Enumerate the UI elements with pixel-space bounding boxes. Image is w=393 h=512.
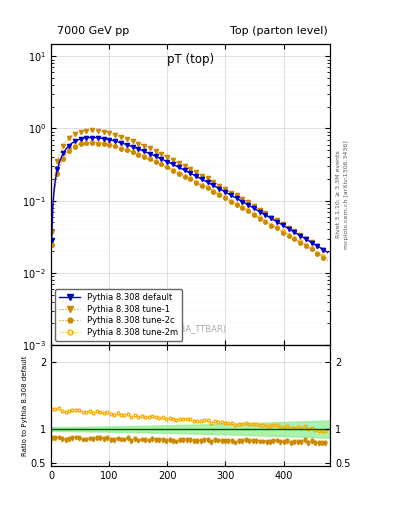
Text: 7000 GeV pp: 7000 GeV pp [57,26,129,36]
Text: (MC_FBA_TTBAR): (MC_FBA_TTBAR) [154,324,227,333]
Legend: Pythia 8.308 default, Pythia 8.308 tune-1, Pythia 8.308 tune-2c, Pythia 8.308 tu: Pythia 8.308 default, Pythia 8.308 tune-… [55,289,182,341]
Text: mcplots.cern.ch [arXiv:1306.3436]: mcplots.cern.ch [arXiv:1306.3436] [344,140,349,249]
Text: Rivet 3.1.10; ≥ 3.3M events: Rivet 3.1.10; ≥ 3.3M events [336,151,341,239]
Text: Top (parton level): Top (parton level) [230,26,328,36]
Text: pT (top): pT (top) [167,53,214,66]
Y-axis label: Ratio to Pythia 8.308 default: Ratio to Pythia 8.308 default [22,355,28,456]
